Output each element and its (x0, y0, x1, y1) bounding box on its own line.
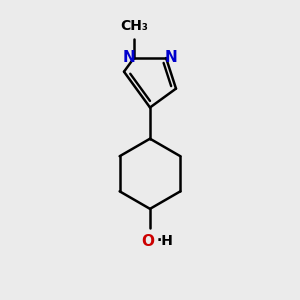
Text: O: O (141, 233, 154, 248)
Text: ·H: ·H (157, 233, 173, 248)
Text: N: N (122, 50, 135, 64)
Text: N: N (165, 50, 178, 64)
Text: CH₃: CH₃ (120, 20, 148, 33)
